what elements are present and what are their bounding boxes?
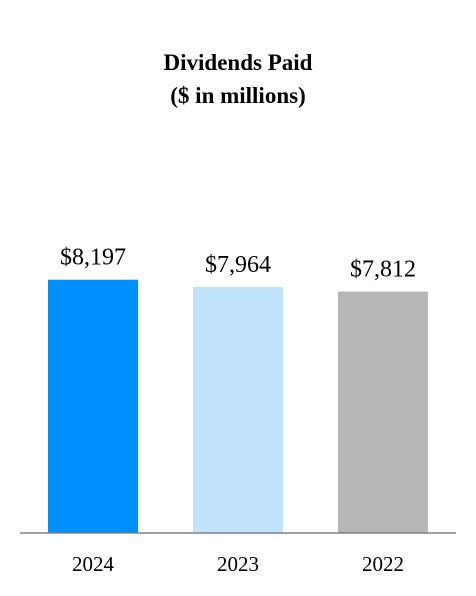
bars-group	[48, 279, 428, 533]
data-labels-group: $8,197 $7,964 $7,812	[60, 245, 416, 283]
x-tick-label-2023: 2023	[217, 552, 259, 576]
chart-subtitle: ($ in millions)	[170, 83, 305, 108]
data-label-2023: $7,964	[205, 252, 271, 278]
x-tick-label-2024: 2024	[72, 552, 115, 576]
chart-title: Dividends Paid	[164, 50, 313, 75]
data-label-2024: $8,197	[60, 245, 126, 271]
x-tick-label-2022: 2022	[362, 552, 404, 576]
bar-2022	[338, 291, 428, 533]
bar-2024	[48, 279, 138, 533]
x-tick-labels-group: 2024 2023 2022	[72, 552, 404, 576]
bar-2023	[193, 286, 283, 533]
data-label-2022: $7,812	[350, 257, 416, 283]
